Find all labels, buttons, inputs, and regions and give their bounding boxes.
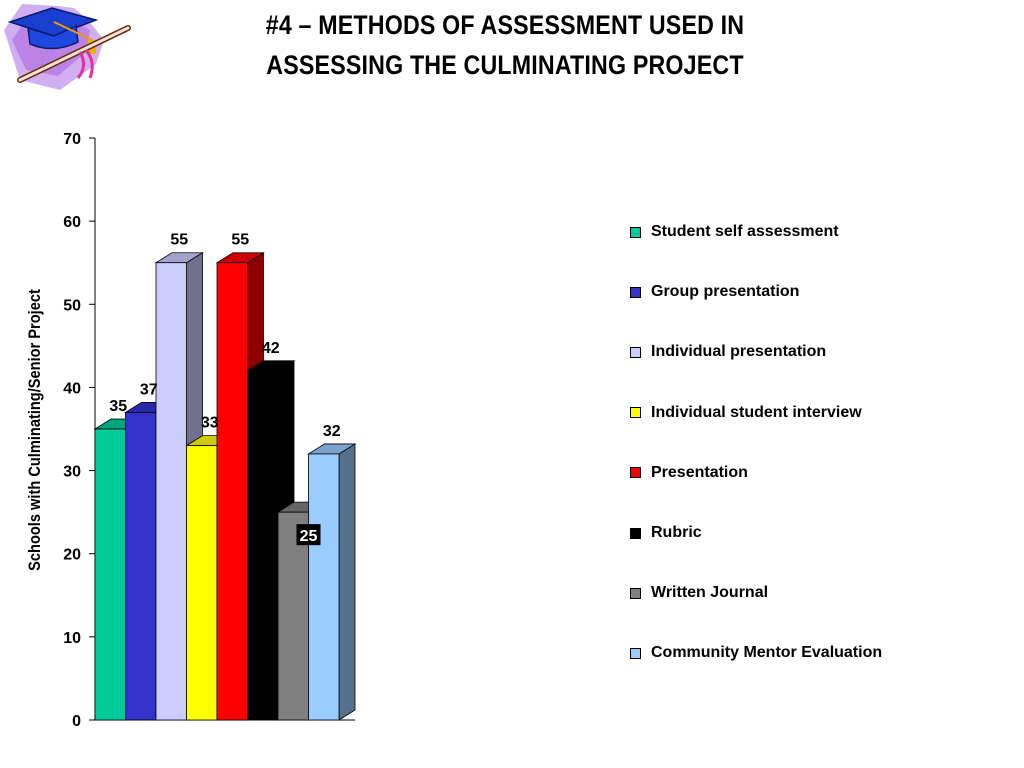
data-label: 32 bbox=[323, 423, 341, 440]
data-label-background bbox=[296, 524, 321, 546]
bar-front bbox=[247, 370, 279, 721]
data-label: 33 bbox=[201, 415, 219, 432]
bar-front bbox=[94, 428, 126, 721]
y-tick-label: 60 bbox=[63, 214, 81, 231]
legend-label: Individual student interview bbox=[651, 403, 862, 421]
legend-item: Community Mentor Evaluation bbox=[630, 643, 882, 663]
chart-data-labels: 35 37 55 33 55 42 25 32 bbox=[109, 232, 341, 546]
data-label: 25 bbox=[300, 528, 318, 545]
data-label: 35 bbox=[109, 398, 127, 415]
legend-label: Group presentation bbox=[651, 283, 800, 301]
data-label: 37 bbox=[140, 381, 158, 398]
y-tick-label: 30 bbox=[63, 464, 81, 481]
legend-swatch bbox=[630, 346, 641, 358]
y-tick-label: 20 bbox=[63, 547, 81, 564]
y-axis-label: Schools with Culminating/Senior Project bbox=[26, 288, 44, 570]
data-label: 42 bbox=[262, 340, 280, 357]
legend-swatch bbox=[630, 467, 641, 479]
bar-front bbox=[125, 411, 157, 721]
legend-swatch bbox=[630, 407, 641, 419]
legend-label: Student self assessment bbox=[651, 223, 839, 240]
slide-title-line-2: ASSESSING THE CULMINATING PROJECT bbox=[266, 50, 744, 80]
y-tick-label: 10 bbox=[63, 630, 81, 647]
y-tick-label: 0 bbox=[72, 713, 81, 730]
bar-front bbox=[216, 262, 248, 721]
legend-label: Presentation bbox=[651, 463, 748, 481]
y-tick-label: 40 bbox=[63, 380, 81, 397]
legend-swatch bbox=[630, 587, 641, 599]
legend-item: Presentation bbox=[630, 463, 748, 483]
legend-label: Community Mentor Evaluation bbox=[651, 644, 883, 662]
data-label: 55 bbox=[170, 232, 188, 249]
graduation-cap-logo bbox=[4, 4, 131, 90]
legend-item: Group presentation bbox=[630, 282, 799, 302]
data-label: 55 bbox=[231, 232, 249, 249]
legend-item: Student self assessment bbox=[630, 222, 839, 242]
legend-item: Rubric bbox=[630, 523, 702, 543]
bar-front bbox=[186, 445, 218, 721]
legend-swatch bbox=[630, 286, 641, 298]
bar-front bbox=[308, 453, 340, 721]
legend-swatch bbox=[630, 226, 641, 238]
y-tick-label: 70 bbox=[63, 131, 81, 148]
legend-item: Written Journal bbox=[630, 583, 768, 603]
legend-item: Individual student interview bbox=[630, 403, 862, 423]
legend-swatch bbox=[630, 527, 641, 539]
chart-bars bbox=[93, 251, 357, 721]
legend-label: Individual presentation bbox=[651, 343, 827, 361]
bar bbox=[307, 443, 357, 721]
y-tick-label: 50 bbox=[63, 297, 81, 314]
slide-title-line-1: #4 – METHODS OF ASSESSMENT USED IN bbox=[265, 10, 745, 40]
legend-item: Individual presentation bbox=[630, 342, 826, 362]
legend-label: Written Journal bbox=[651, 584, 769, 602]
bar-side bbox=[338, 443, 356, 721]
legend-swatch bbox=[630, 647, 641, 659]
legend-label: Rubric bbox=[651, 524, 702, 541]
bar-front bbox=[155, 262, 187, 721]
